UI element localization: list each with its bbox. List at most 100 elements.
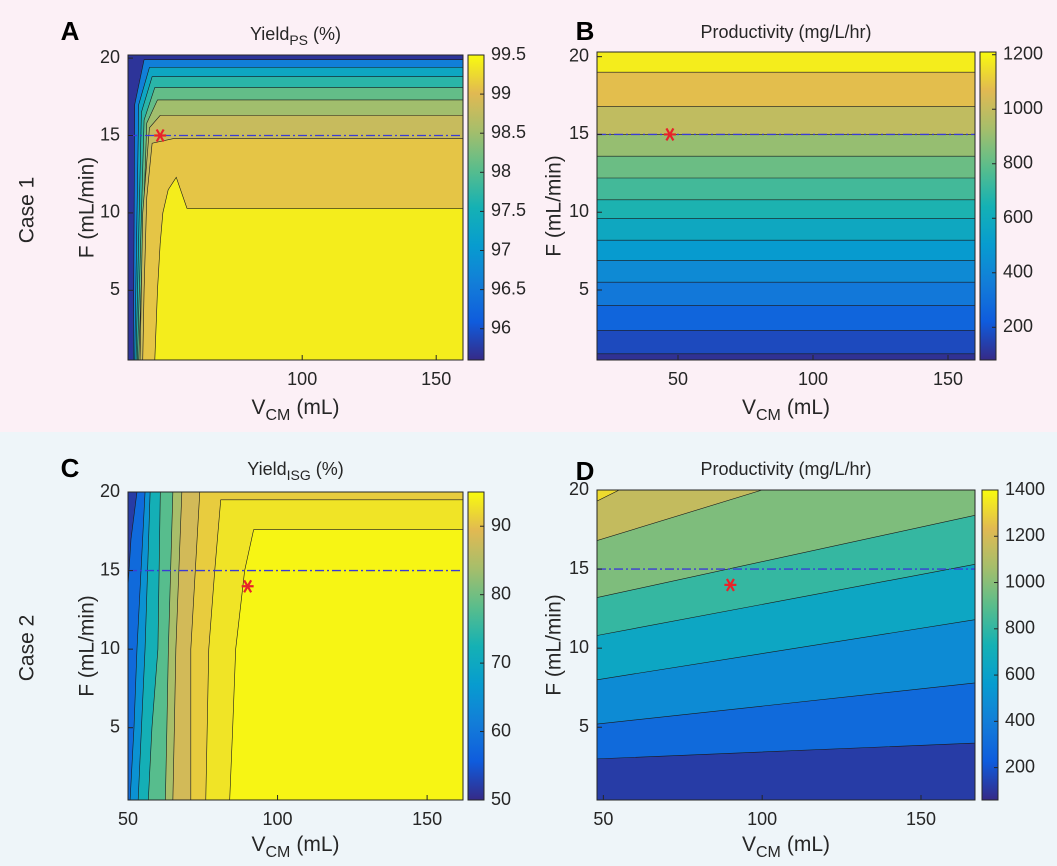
chart-title: Productivity (mg/L/hr) [700, 22, 871, 42]
y-tick-label: 5 [579, 716, 589, 736]
marker [724, 578, 737, 592]
y-tick-label: 15 [100, 124, 120, 144]
y-axis-label: F (mL/min) [543, 155, 566, 257]
colorbar-tick-label: 90 [491, 515, 511, 535]
x-label-suffix: (mL) [296, 833, 339, 856]
y-axis-label: F (mL/min) [76, 595, 99, 697]
y-tick-label: 5 [110, 716, 120, 736]
colorbar [467, 54, 485, 361]
colorbar-tick-label: 800 [1005, 618, 1035, 638]
contour-fill [597, 490, 620, 502]
y-tick-label: 15 [569, 123, 589, 143]
plot-frame [596, 51, 976, 361]
chart-title: YieldPS (%) [250, 24, 341, 48]
y-axis-label: F (mL/min) [543, 594, 566, 696]
colorbar-tick-label: 97 [491, 239, 511, 259]
y-axis-label: F (mL/min) [76, 157, 99, 259]
colorbar-tick-label: 1000 [1003, 98, 1043, 118]
x-tick-label: 150 [412, 809, 442, 829]
x-label-suffix: (mL) [787, 396, 830, 419]
x-tick-label: 50 [118, 809, 138, 829]
colorbar-tick-label: 800 [1003, 153, 1033, 173]
contour-fill [229, 529, 463, 800]
x-label-text: V [742, 833, 756, 856]
panel-label: C [61, 453, 80, 483]
colorbar [981, 489, 999, 801]
x-tick-label: 50 [668, 369, 688, 389]
plot-frame [596, 489, 976, 801]
y-tick-label: 20 [569, 479, 589, 499]
colorbar-tick-label: 99.5 [491, 44, 526, 64]
colorbar-tick-label: 200 [1005, 756, 1035, 776]
plot-frame [127, 54, 464, 361]
title-subscript: ISG [287, 467, 311, 483]
x-tick-label: 100 [798, 369, 828, 389]
colorbar-tick-label: 1200 [1003, 43, 1043, 63]
colorbar-tick-label: 97.5 [491, 200, 526, 220]
marker [241, 579, 254, 593]
x-tick-label: 50 [593, 809, 613, 829]
x-axis-label: VCM (mL) [742, 833, 830, 862]
colorbar [979, 51, 997, 361]
title-suffix: (%) [313, 24, 341, 44]
x-axis-label: VCM (mL) [742, 396, 830, 425]
x-label-suffix: (mL) [296, 396, 339, 419]
colorbar-tick-label: 600 [1005, 664, 1035, 684]
y-tick-label: 20 [100, 481, 120, 501]
colorbar-tick-label: 98.5 [491, 122, 526, 142]
title-subscript: PS [289, 32, 308, 48]
chart-title: YieldISG (%) [247, 459, 343, 483]
contour-fill [597, 52, 975, 73]
colorbar [467, 491, 485, 801]
contour-fill [597, 490, 763, 541]
chart-title: Productivity (mg/L/hr) [700, 459, 871, 479]
y-tick-label: 10 [100, 202, 120, 222]
y-tick-label: 10 [569, 637, 589, 657]
title-text: Productivity (mg/L/hr) [700, 22, 871, 42]
x-tick-label: 150 [421, 369, 451, 389]
title-text: Yield [250, 24, 289, 44]
contour-fill [154, 176, 463, 360]
colorbar-tick-label: 96 [491, 317, 511, 337]
x-tick-label: 100 [287, 369, 317, 389]
row-label: Case 1 [16, 177, 39, 244]
y-tick-label: 5 [110, 279, 120, 299]
x-tick-label: 100 [747, 809, 777, 829]
marker [663, 127, 676, 141]
y-tick-label: 10 [569, 201, 589, 221]
marker [154, 128, 167, 143]
row-label: Case 2 [16, 615, 39, 682]
plot-frame [127, 491, 464, 801]
x-tick-label: 150 [906, 809, 936, 829]
y-tick-label: 20 [569, 45, 589, 65]
panel-label: B [576, 16, 595, 46]
colorbar-tick-label: 96.5 [491, 278, 526, 298]
panel-label: A [61, 16, 80, 46]
x-label-suffix: (mL) [787, 833, 830, 856]
y-tick-label: 15 [100, 559, 120, 579]
y-tick-label: 15 [569, 558, 589, 578]
colorbar-tick-label: 1400 [1005, 479, 1045, 499]
y-tick-label: 20 [100, 47, 120, 67]
colorbar-tick-label: 70 [491, 652, 511, 672]
panel-label: D [576, 456, 595, 486]
x-tick-label: 100 [263, 809, 293, 829]
colorbar-tick-label: 1200 [1005, 525, 1045, 545]
colorbar-tick-label: 400 [1005, 710, 1035, 730]
contour-fill [597, 490, 975, 598]
colorbar-tick-label: 98 [491, 161, 511, 181]
colorbar-tick-label: 50 [491, 789, 511, 809]
colorbar-tick-label: 1000 [1005, 571, 1045, 591]
x-label-subscript: CM [756, 844, 781, 861]
x-label-subscript: CM [265, 844, 290, 861]
colorbar-tick-label: 200 [1003, 316, 1033, 336]
x-axis-label: VCM (mL) [251, 396, 339, 425]
colorbar-tick-label: 60 [491, 720, 511, 740]
title-text: Yield [247, 459, 286, 479]
colorbar-tick-label: 99 [491, 83, 511, 103]
x-tick-label: 150 [933, 369, 963, 389]
x-label-text: V [251, 833, 265, 856]
x-label-subscript: CM [756, 407, 781, 424]
x-label-text: V [742, 396, 756, 419]
